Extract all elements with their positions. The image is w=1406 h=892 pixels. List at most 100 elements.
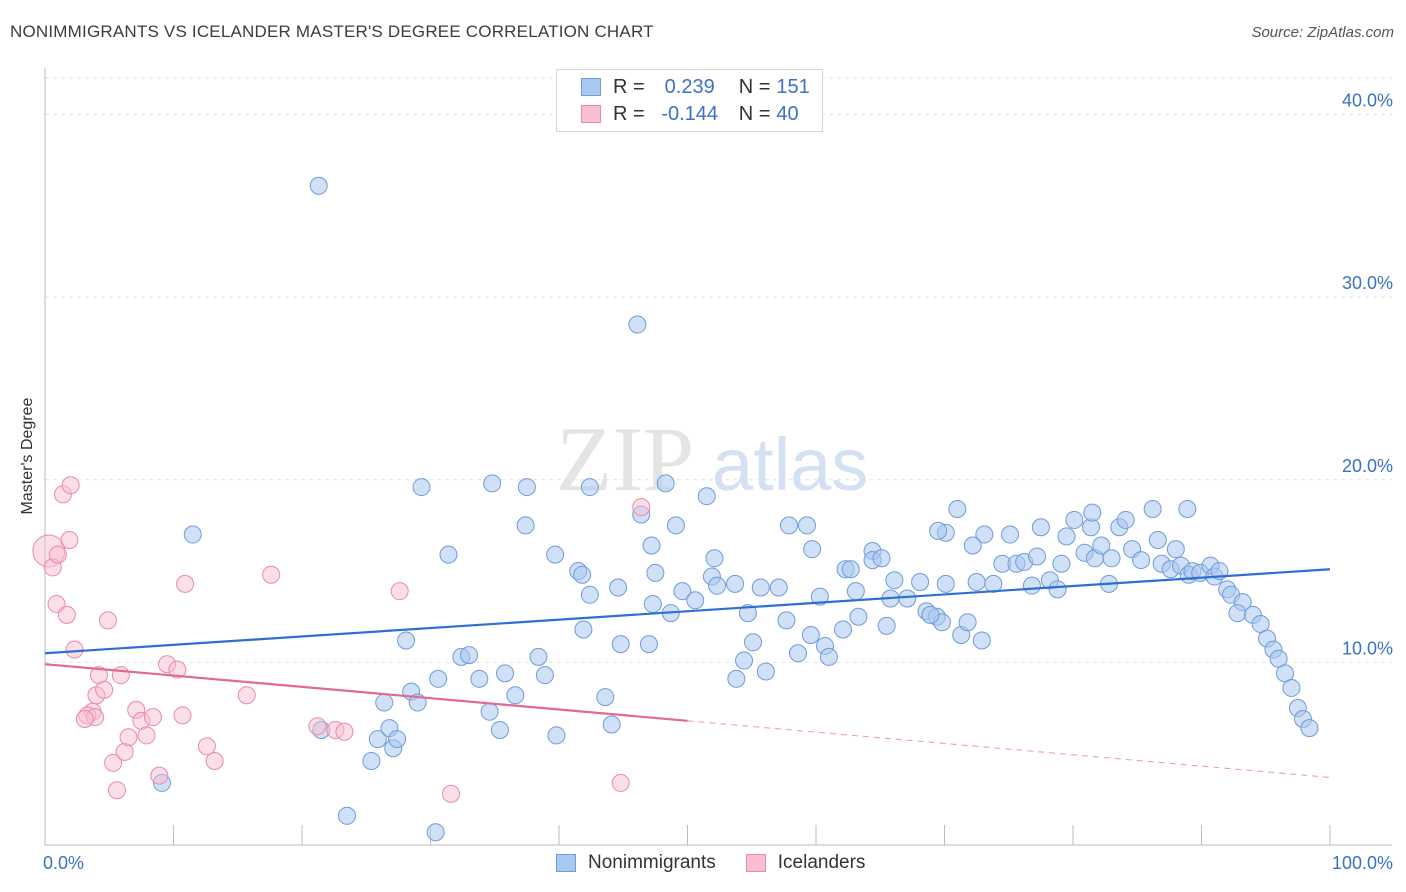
y-tick-label: 30.0% — [1342, 273, 1393, 293]
legend-n-value: 40 — [776, 102, 799, 125]
legend-swatch-pink — [581, 105, 601, 123]
data-point-icelanders — [632, 498, 651, 517]
data-point-nonimmigrants — [756, 662, 775, 681]
data-point-icelanders — [335, 722, 354, 741]
stats-legend: R = 0.239 N = 151 R = -0.144 N = 40 — [556, 69, 823, 132]
data-point-nonimmigrants — [375, 693, 394, 712]
data-point-nonimmigrants — [803, 540, 822, 559]
data-point-nonimmigrants — [1092, 536, 1111, 555]
data-point-nonimmigrants — [738, 604, 757, 623]
y-tick-label: 40.0% — [1342, 91, 1393, 111]
legend-item-icelanders[interactable]: Icelanders — [745, 852, 866, 874]
data-point-nonimmigrants — [1116, 510, 1135, 529]
data-point-nonimmigrants — [1178, 499, 1197, 518]
data-point-nonimmigrants — [439, 545, 458, 564]
data-point-nonimmigrants — [705, 549, 724, 568]
watermark-zip: ZIP — [556, 408, 694, 510]
data-point-nonimmigrants — [726, 574, 745, 593]
data-point-nonimmigrants — [967, 573, 986, 592]
data-point-nonimmigrants — [911, 573, 930, 592]
data-point-nonimmigrants — [801, 625, 820, 644]
data-point-nonimmigrants — [1065, 510, 1084, 529]
data-point-nonimmigrants — [628, 315, 647, 334]
data-point-nonimmigrants — [958, 613, 977, 632]
data-point-icelanders — [168, 660, 187, 679]
legend-r-value: 0.239 — [664, 75, 715, 98]
series-nonimmigrants — [152, 176, 1319, 842]
legend-swatch-blue — [581, 78, 601, 96]
legend-item-nonimmigrants[interactable]: Nonimmigrants — [556, 852, 716, 874]
data-point-nonimmigrants — [898, 589, 917, 608]
legend-n-value: 151 — [776, 75, 810, 98]
trend-lines — [44, 568, 1331, 778]
data-point-nonimmigrants — [1057, 527, 1076, 546]
data-point-nonimmigrants — [697, 487, 716, 506]
data-point-nonimmigrants — [642, 536, 661, 555]
data-point-nonimmigrants — [397, 631, 416, 650]
x-tick-label: 100.0% — [1332, 853, 1393, 873]
data-point-nonimmigrants — [1282, 678, 1301, 697]
data-point-nonimmigrants — [1031, 518, 1050, 537]
data-point-nonimmigrants — [580, 478, 599, 497]
data-point-nonimmigrants — [183, 525, 202, 544]
data-point-nonimmigrants — [337, 806, 356, 825]
data-point-nonimmigrants — [596, 688, 615, 707]
data-point-icelanders — [137, 726, 156, 745]
data-point-icelanders — [143, 708, 162, 727]
data-point-icelanders — [237, 686, 256, 705]
data-point-icelanders — [47, 594, 66, 613]
data-point-icelanders — [57, 605, 76, 624]
y-tick-label: 20.0% — [1342, 456, 1393, 476]
data-point-icelanders — [98, 611, 117, 630]
data-point-icelanders — [95, 680, 114, 699]
trend-line-nonimmigrants — [44, 568, 1331, 655]
data-point-icelanders — [65, 640, 84, 659]
data-point-nonimmigrants — [388, 730, 407, 749]
data-point-nonimmigrants — [810, 587, 829, 606]
data-point-icelanders — [611, 773, 630, 792]
data-point-icelanders — [111, 666, 130, 685]
data-point-nonimmigrants — [1001, 525, 1020, 544]
data-point-nonimmigrants — [1300, 719, 1319, 738]
watermark-atlas: atlas — [712, 423, 868, 506]
data-point-nonimmigrants — [673, 582, 692, 601]
legend-label-nonimmigrants: Nonimmigrants — [588, 852, 716, 873]
data-point-nonimmigrants — [849, 607, 868, 626]
data-point-nonimmigrants — [846, 582, 865, 601]
data-point-nonimmigrants — [656, 474, 675, 493]
data-point-nonimmigrants — [1166, 540, 1185, 559]
data-point-nonimmigrants — [1228, 604, 1247, 623]
data-point-icelanders — [60, 531, 79, 550]
data-point-nonimmigrants — [362, 751, 381, 770]
data-point-icelanders — [107, 781, 126, 800]
data-point-nonimmigrants — [580, 585, 599, 604]
data-point-nonimmigrants — [480, 702, 499, 721]
axes — [44, 68, 1392, 846]
data-point-icelanders — [48, 545, 67, 564]
data-point-nonimmigrants — [877, 616, 896, 635]
data-point-nonimmigrants — [777, 611, 796, 630]
data-point-nonimmigrants — [1028, 547, 1047, 566]
data-point-icelanders — [205, 751, 224, 770]
data-point-icelanders — [173, 706, 192, 725]
data-point-nonimmigrants — [535, 666, 554, 685]
data-point-nonimmigrants — [780, 516, 799, 535]
data-point-nonimmigrants — [643, 594, 662, 613]
legend-label-icelanders: Icelanders — [777, 852, 866, 873]
data-point-nonimmigrants — [819, 647, 838, 666]
watermark: ZIP atlas — [556, 408, 868, 510]
data-point-nonimmigrants — [483, 474, 502, 493]
data-point-nonimmigrants — [789, 644, 808, 663]
tick-labels: 10.0% 20.0% 30.0% 40.0% 0.0% 100.0% — [43, 91, 1393, 873]
data-point-nonimmigrants — [708, 576, 727, 595]
data-point-nonimmigrants — [1102, 549, 1121, 568]
data-point-nonimmigrants — [972, 631, 991, 650]
data-point-nonimmigrants — [574, 620, 593, 639]
trend-line-icelanders-extrapolated — [687, 720, 1331, 778]
data-point-nonimmigrants — [309, 176, 328, 195]
data-point-nonimmigrants — [769, 578, 788, 597]
data-point-nonimmigrants — [426, 823, 445, 842]
data-point-icelanders — [308, 717, 327, 736]
data-point-nonimmigrants — [1083, 503, 1102, 522]
